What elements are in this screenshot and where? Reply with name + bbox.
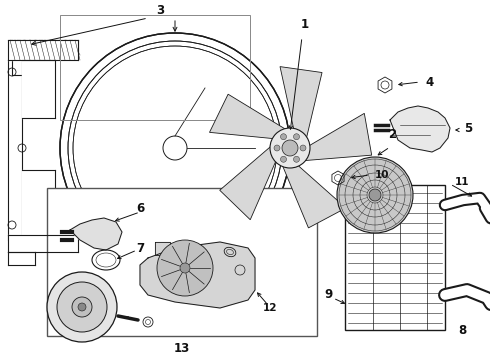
Circle shape (300, 145, 306, 151)
Circle shape (280, 156, 287, 162)
Text: 11: 11 (455, 177, 469, 187)
Text: 12: 12 (263, 303, 277, 313)
Polygon shape (22, 60, 55, 118)
Polygon shape (220, 145, 276, 220)
Circle shape (282, 140, 298, 156)
Polygon shape (140, 242, 255, 308)
Polygon shape (8, 235, 78, 252)
Text: 13: 13 (174, 342, 190, 355)
Bar (60, 15, 250, 120)
Text: 5: 5 (464, 122, 472, 135)
Text: 7: 7 (136, 242, 144, 255)
Text: 1: 1 (301, 18, 309, 31)
Polygon shape (155, 242, 170, 255)
Circle shape (57, 282, 107, 332)
Polygon shape (10, 40, 78, 55)
Circle shape (337, 157, 413, 233)
Text: 6: 6 (136, 202, 144, 215)
Polygon shape (70, 218, 122, 250)
Polygon shape (210, 94, 287, 139)
Text: 2: 2 (388, 129, 396, 141)
Text: 3: 3 (156, 4, 164, 17)
Polygon shape (22, 170, 55, 240)
Circle shape (274, 145, 280, 151)
Circle shape (72, 297, 92, 317)
Text: 9: 9 (324, 288, 332, 302)
Circle shape (280, 134, 287, 140)
Text: 8: 8 (458, 324, 466, 337)
Polygon shape (390, 106, 450, 152)
Text: 10: 10 (375, 170, 389, 180)
Circle shape (294, 134, 299, 140)
Circle shape (157, 240, 213, 296)
Bar (345, 185, 445, 330)
Circle shape (78, 303, 86, 311)
Polygon shape (8, 60, 22, 240)
Polygon shape (280, 67, 322, 140)
Polygon shape (282, 164, 346, 228)
Polygon shape (8, 40, 78, 60)
Bar (47, 188, 317, 336)
Circle shape (61, 34, 289, 262)
Circle shape (47, 272, 117, 342)
Text: 4: 4 (426, 76, 434, 89)
Circle shape (270, 128, 310, 168)
Circle shape (294, 156, 299, 162)
Circle shape (369, 189, 381, 201)
Circle shape (180, 263, 190, 273)
Polygon shape (303, 113, 372, 161)
